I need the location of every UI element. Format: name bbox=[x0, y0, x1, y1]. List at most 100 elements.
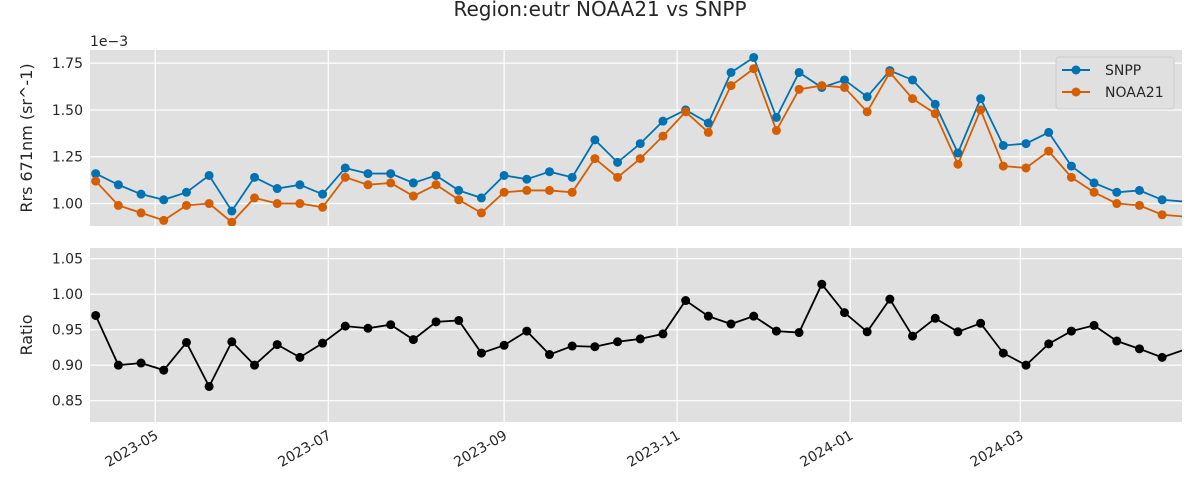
top-series-1-point bbox=[544, 185, 554, 195]
bottom-series-0-point bbox=[181, 337, 191, 347]
top-series-1-point bbox=[908, 94, 918, 104]
top-series-0-point bbox=[454, 185, 464, 195]
top-series-1-point bbox=[613, 172, 623, 182]
top-series-1-point bbox=[1044, 146, 1054, 156]
bottom-series-0-point bbox=[794, 328, 804, 338]
top-series-1-point bbox=[862, 107, 872, 117]
bottom-series-0-point bbox=[1066, 326, 1076, 336]
top-series-1-point bbox=[567, 187, 577, 197]
top-series-0-point bbox=[1089, 178, 1099, 188]
bottom-series-0-point bbox=[567, 341, 577, 351]
top-series-0-point bbox=[1134, 185, 1144, 195]
bottom-series-0-point bbox=[749, 311, 759, 321]
bottom-plot-area bbox=[90, 248, 1182, 422]
bottom-series-0-point bbox=[295, 352, 305, 362]
top-series-0-point bbox=[1157, 195, 1167, 205]
bottom-yticks: 0.85 0.90 0.95 1.00 1.05 bbox=[52, 252, 83, 410]
top-series-1-point bbox=[681, 107, 691, 117]
bottom-series-0-point bbox=[703, 311, 713, 321]
bottom-grid bbox=[90, 248, 1182, 422]
x-tick-labels: 2023-05 2023-07 2023-09 2023-11 2024-01 2024-… bbox=[103, 428, 1027, 471]
bottom-series-0-point bbox=[318, 338, 328, 348]
bottom-series-0-point bbox=[771, 326, 781, 336]
bottom-series-0-point bbox=[91, 310, 101, 320]
top-series-1-point bbox=[136, 208, 146, 218]
top-series-1-point bbox=[91, 176, 101, 186]
bottom-series-0-point bbox=[976, 318, 986, 328]
top-series-0-point bbox=[839, 75, 849, 85]
top-series-0-point bbox=[340, 163, 350, 173]
top-series-1-point bbox=[250, 193, 260, 203]
bottom-series-0-point bbox=[454, 315, 464, 325]
bottom-series-0-point bbox=[817, 279, 827, 289]
top-offset-label: 1e−3 bbox=[90, 34, 128, 50]
top-series-1-point bbox=[1157, 210, 1167, 220]
bottom-series-0-point bbox=[658, 329, 668, 339]
top-series-0-point bbox=[544, 167, 554, 177]
top-ytick-label: 1.50 bbox=[52, 103, 83, 119]
top-series-0-point bbox=[1044, 127, 1054, 137]
x-tick-label: 2023-05 bbox=[103, 428, 162, 471]
top-series-0-point bbox=[771, 112, 781, 122]
bottom-ytick-label: 0.90 bbox=[52, 358, 83, 374]
top-series-0-point bbox=[431, 170, 441, 180]
top-series-0-point bbox=[318, 189, 328, 199]
x-tick-label: 2023-11 bbox=[624, 428, 683, 471]
top-series-0-point bbox=[930, 99, 940, 109]
bottom-series-0-point bbox=[113, 360, 123, 370]
top-series-1-point bbox=[658, 131, 668, 141]
bottom-series-0-point bbox=[1089, 320, 1099, 330]
bottom-series-0-point bbox=[726, 319, 736, 329]
bottom-series-0-point bbox=[862, 327, 872, 337]
top-series-1-point bbox=[113, 200, 123, 210]
top-series-1-point bbox=[635, 154, 645, 164]
bottom-ytick-label: 0.85 bbox=[52, 394, 83, 410]
top-panel: 1.001.251.501.75 1e−3 Rrs 671nm (sr^-1) … bbox=[17, 34, 1182, 226]
top-series-0-point bbox=[1112, 187, 1122, 197]
top-series-1-point bbox=[998, 161, 1008, 171]
bottom-series-0-point bbox=[204, 381, 214, 391]
top-series-0-point bbox=[908, 75, 918, 85]
bottom-series-0-point bbox=[908, 331, 918, 341]
bottom-series-0-point bbox=[272, 340, 282, 350]
bottom-ytick-label: 1.05 bbox=[52, 252, 83, 268]
top-series-0-point bbox=[658, 116, 668, 126]
bottom-series-0-point bbox=[681, 296, 691, 306]
bottom-series-0-point bbox=[159, 365, 169, 375]
top-series-0-point bbox=[159, 195, 169, 205]
top-series-1-point bbox=[749, 64, 759, 74]
top-series-1-point bbox=[1134, 200, 1144, 210]
top-series-1-point bbox=[204, 199, 214, 209]
bottom-series-0-point bbox=[363, 323, 373, 333]
top-series-0-point bbox=[250, 172, 260, 182]
bottom-series-0-point bbox=[1134, 344, 1144, 354]
bottom-ytick-label: 1.00 bbox=[52, 287, 83, 303]
x-tick-label: 2023-07 bbox=[276, 428, 335, 471]
bottom-series-0-point bbox=[227, 337, 237, 347]
top-series-0-point bbox=[953, 148, 963, 158]
top-series-1-point bbox=[499, 187, 509, 197]
top-series-1-point bbox=[1021, 163, 1031, 173]
bottom-series-0-point bbox=[953, 327, 963, 337]
top-series-1-point bbox=[227, 217, 237, 226]
top-series-points bbox=[91, 52, 1167, 226]
top-series-1-point bbox=[295, 199, 305, 209]
top-series-1-point bbox=[703, 127, 713, 137]
top-series-0-point bbox=[386, 169, 396, 179]
top-series-0-point bbox=[181, 187, 191, 197]
bottom-series-0-point bbox=[340, 321, 350, 331]
top-series-1-point bbox=[839, 82, 849, 92]
top-ytick-label: 1.00 bbox=[52, 197, 83, 213]
bottom-series-0-point bbox=[1112, 336, 1122, 346]
top-series-0-point bbox=[862, 92, 872, 102]
top-series-1-point bbox=[953, 159, 963, 169]
bottom-series-0-point bbox=[613, 337, 623, 347]
top-series-0-point bbox=[499, 170, 509, 180]
top-series-0-point bbox=[476, 193, 486, 203]
top-yticks: 1.00 1.25 1.50 1.75 bbox=[52, 56, 83, 212]
bottom-panel: 0.850.900.951.001.05 Ratio 2023-05 2023-0… bbox=[17, 248, 1182, 471]
top-series-1-point bbox=[976, 105, 986, 115]
bottom-series-0-point bbox=[930, 313, 940, 323]
top-series-1-point bbox=[476, 208, 486, 218]
top-series-0-point bbox=[1066, 161, 1076, 171]
